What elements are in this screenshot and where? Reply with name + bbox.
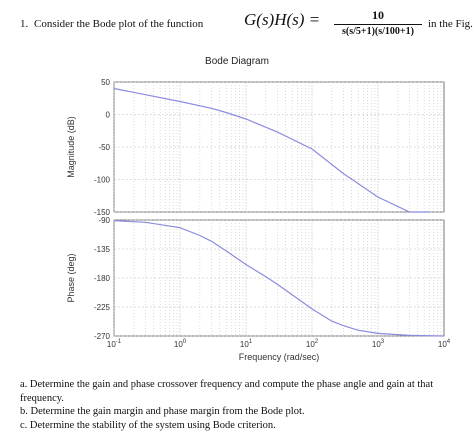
magnitude-y-tick-label: 0 [106,111,111,120]
fraction-denominator: s(s/5+1)(s/100+1) [342,26,414,37]
question-number: 1. [20,18,29,30]
fraction-numerator: 10 [372,8,384,22]
subquestion-b: b. Determine the gain margin and phase m… [20,406,305,417]
magnitude-series-line [113,87,430,213]
bode-diagram: Bode Diagram 50 0 -50 -100 -150 Magnitude (dB… [0,44,474,374]
x-tick-label: 10-1 [107,339,122,349]
magnitude-y-tick-label: 50 [101,78,110,87]
phase-y-tick-label: -180 [94,274,111,283]
phase-series-line [113,220,445,337]
x-tick-label: 102 [306,339,319,349]
magnitude-y-tick-label: -50 [98,143,110,152]
phase-y-axis-label: Phase (deg) [66,253,76,302]
phase-y-tick-label: -135 [94,245,111,254]
question-suffix: in the Fig. [428,18,473,30]
phase-y-tick-label: -225 [94,303,111,312]
magnitude-y-tick-label: -150 [94,208,111,217]
subquestion-c: c. Determine the stability of the system… [20,420,276,431]
fraction-bar [334,24,422,25]
function-lhs: G(s)H(s) = [244,10,321,29]
magnitude-y-tick-label: -100 [94,176,111,185]
x-tick-label: 104 [438,339,451,349]
bode-svg: 50 0 -50 -100 -150 Magnitude (dB) -90 -135 -180 -… [66,78,451,362]
x-tick-label: 100 [174,339,187,349]
x-tick-label: 103 [372,339,385,349]
phase-y-tick-label: -270 [94,332,111,341]
chart-title: Bode Diagram [205,56,269,67]
subquestion-a: a. Determine the gain and phase crossove… [20,379,434,404]
question-header: 1. Consider the Bode plot of the functio… [20,8,473,42]
x-tick-label: 101 [240,339,253,349]
question-text: Consider the Bode plot of the function [34,18,204,30]
x-axis-label: Frequency (rad/sec) [239,352,320,362]
transfer-function-fraction: 10 s(s/5+1)(s/100+1) [332,8,424,42]
phase-y-tick-label: -90 [98,216,110,225]
magnitude-y-axis-label: Magnitude (dB) [66,116,76,178]
